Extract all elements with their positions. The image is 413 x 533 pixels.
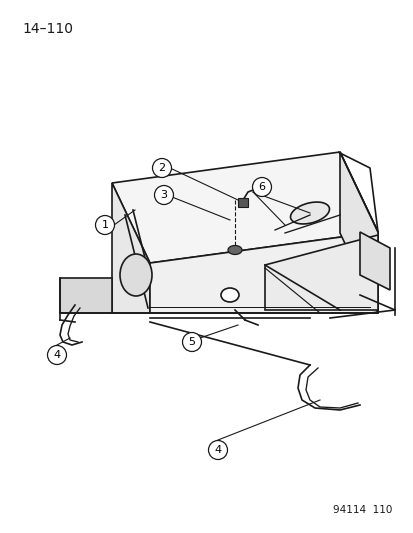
Text: 14–110: 14–110 <box>22 22 73 36</box>
Polygon shape <box>112 183 150 313</box>
Polygon shape <box>237 198 247 207</box>
Circle shape <box>208 440 227 459</box>
Text: 4: 4 <box>53 350 60 360</box>
Polygon shape <box>264 235 377 310</box>
Text: 4: 4 <box>214 445 221 455</box>
Text: 1: 1 <box>101 220 108 230</box>
Text: 94114  110: 94114 110 <box>332 505 391 515</box>
Circle shape <box>95 215 114 235</box>
Ellipse shape <box>120 254 152 296</box>
Text: 3: 3 <box>160 190 167 200</box>
Polygon shape <box>60 278 112 313</box>
Polygon shape <box>339 152 377 313</box>
Ellipse shape <box>290 202 329 224</box>
Text: 6: 6 <box>258 182 265 192</box>
Polygon shape <box>112 152 377 263</box>
Text: 5: 5 <box>188 337 195 347</box>
Ellipse shape <box>228 246 242 254</box>
Polygon shape <box>150 232 377 313</box>
Circle shape <box>182 333 201 351</box>
Circle shape <box>47 345 66 365</box>
Circle shape <box>252 177 271 197</box>
Circle shape <box>152 158 171 177</box>
Polygon shape <box>359 232 389 290</box>
Text: 2: 2 <box>158 163 165 173</box>
Ellipse shape <box>221 288 238 302</box>
Circle shape <box>154 185 173 205</box>
